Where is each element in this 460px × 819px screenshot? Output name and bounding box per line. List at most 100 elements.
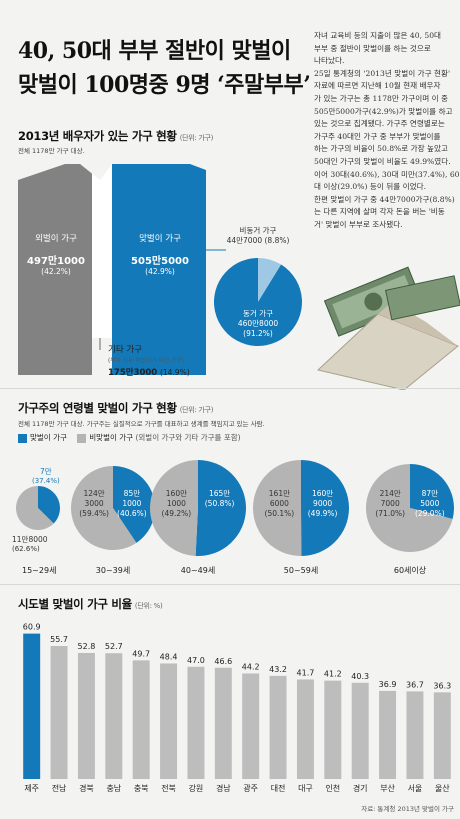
age-non-slice [366,464,453,552]
age-non-label: (50.1%) [265,509,295,518]
legend-dual-label: 맞벌이 가구 [30,433,67,442]
region-bar [187,666,205,779]
region-category-label: 제주 [24,784,39,793]
section-divider-1 [0,388,460,389]
age-non-label: 160만 [166,489,187,498]
age-dual-label: 160만 [312,489,333,498]
age-non-label: 3000 [85,499,104,508]
region-value-label: 49.7 [132,649,150,658]
region-value-label: 43.2 [269,665,287,674]
region-category-label: 경기 [353,783,368,793]
region-bar [296,679,314,779]
age-dual-label: 9000 [313,499,332,508]
age-dual-label: (49.9%) [308,509,338,518]
collar-shape [80,164,112,180]
region-bar [324,680,342,779]
other-household-sub: (부부 모두 취업자가 아닌 가구) [108,358,184,364]
section3-unit: (단위: %) [134,602,163,610]
region-bar [50,646,68,779]
region-bar-chart: 60.9 제주 55.7 전남 52.8 경북 52.7 충남 49.7 충북 48.4 전북 47.0… [23,623,451,793]
dual-income-title: 맞벌이 가구 [139,234,181,244]
section1-title: 2013년 배우자가 있는 가구 현황 (단위: 가구) [18,128,213,144]
age-non-label: 7000 [381,499,400,508]
age-dual-label: 7만 [40,467,52,476]
age-non-pct: (62.6%) [12,545,40,553]
age-non-slice [253,460,302,556]
age-group-label: 30~39세 [96,566,130,575]
article-line: 이어 30대(40.6%), 30대 미만(37.4%), 60 [314,169,460,179]
section-divider-2 [0,584,460,585]
dual-income-shape [112,164,206,375]
age-dual-label: 1000 [122,499,141,508]
region-bar [406,691,424,779]
dual-income-value: 505만5000 [131,256,189,267]
region-category-label: 경북 [79,783,94,793]
section2-title: 가구주의 연령별 맞벌이 가구 현황 (단위: 가구) [18,400,213,416]
article-line: 나타났다. [314,56,345,66]
single-income-value: 497만1000 [27,256,85,267]
cohabit-household-value: 460만8000 [237,319,279,328]
article-line: 505만5000가구(42.9%)가 맞벌이를 하고 [314,106,453,116]
legend-dual-swatch [18,433,27,443]
single-income-shape [18,164,92,375]
region-value-label: 44.2 [242,662,260,671]
region-bar [160,663,178,779]
region-value-label: 55.7 [50,635,68,644]
region-value-label: 47.0 [187,656,205,665]
age-dual-slice [113,466,156,543]
dual-income-label: 맞벌이 가구 505만5000 (42.9%) [114,232,206,276]
age-dual-label: 87만 [422,489,439,498]
age-dual-label: (29.0%) [415,509,445,518]
legend-non-swatch [77,433,87,443]
article-line: 거' 맞벌이 부부로 조사됐다. [314,219,403,229]
age-non-label: (49.2%) [162,509,192,518]
age-dual-pct: (37.4%) [32,477,60,485]
title-line-1: 40, 50대 부부 절반이 맞벌이 [18,38,291,64]
age-non-slice [149,460,198,556]
region-bar [77,652,95,779]
region-category-label: 전북 [161,783,176,793]
separate-household-title: 비동거 가구 [239,226,277,235]
article-line: 한편 맞벌이 가구 중 44만7000가구(8.8%) [314,194,455,204]
other-household-label: 기타 가구 (부부 모두 취업자가 아닌 가구) 175만3000 (14.9%… [108,343,190,378]
legend-non-sub: (외벌이 가구와 기타 가구를 포함) [135,433,241,442]
article-line: 있는 것으로 집계됐다. 가구주 연령별로는 [314,119,445,129]
article-line: 부부 중 절반이 맞벌이를 하는 것으로 [314,43,431,53]
region-category-label: 부산 [380,783,395,793]
other-household-pct: (14.9%) [159,368,190,377]
article-line: 50대인 가구의 맞벌이 비율도 49.9%였다. [314,156,451,166]
section2-title-text: 가구주의 연령별 맞벌이 가구 현황 [18,401,177,415]
region-bar [23,633,41,779]
age-non-label: 6000 [270,499,289,508]
separate-household-value: 44만7000 [226,236,263,245]
cohabit-household-title: 동거 가구 [243,309,273,318]
region-value-label: 52.8 [78,642,96,651]
age-pie-charts: 7만(37.4%)11만8000(62.6%)15~29세85만1000(40.… [12,460,454,575]
age-legend: 맞벌이 가구 비맞벌이 가구 (외벌이 가구와 기타 가구를 포함) [18,432,241,443]
region-value-label: 48.4 [160,652,178,661]
cohabit-household-label: 동거 가구 460만8000 (91.2%) [208,309,308,339]
age-dual-label: (40.6%) [117,509,147,518]
age-dual-slice [38,486,61,524]
age-dual-label: 165만 [209,489,230,498]
region-bar [269,675,287,779]
age-dual-label: (50.8%) [205,499,235,508]
region-bar [351,682,369,779]
region-category-label: 충북 [134,784,149,793]
age-dual-slice [301,460,350,556]
other-household-shape [92,164,112,338]
region-value-label: 36.7 [406,680,424,689]
age-non-slice [16,486,54,530]
page-title: 40, 50대 부부 절반이 맞벌이 맞벌이 100명중 9명 ‘주말부부’ [18,34,311,102]
separate-household-pct: (8.8%) [264,236,290,245]
region-value-label: 41.2 [324,670,342,679]
section3-title-text: 시도별 맞벌이 가구 비율 [18,597,132,611]
region-category-label: 대전 [271,783,286,793]
region-value-label: 36.9 [379,680,397,689]
region-category-label: 전남 [52,783,67,793]
cohabitation-pie [214,258,302,346]
age-non-label: 214만 [380,489,401,498]
region-category-label: 충남 [106,784,121,793]
age-group-label: 50~59세 [284,566,318,575]
article-line: 가 있는 가구는 총 1178만 가구이며 이 중 [314,93,449,103]
